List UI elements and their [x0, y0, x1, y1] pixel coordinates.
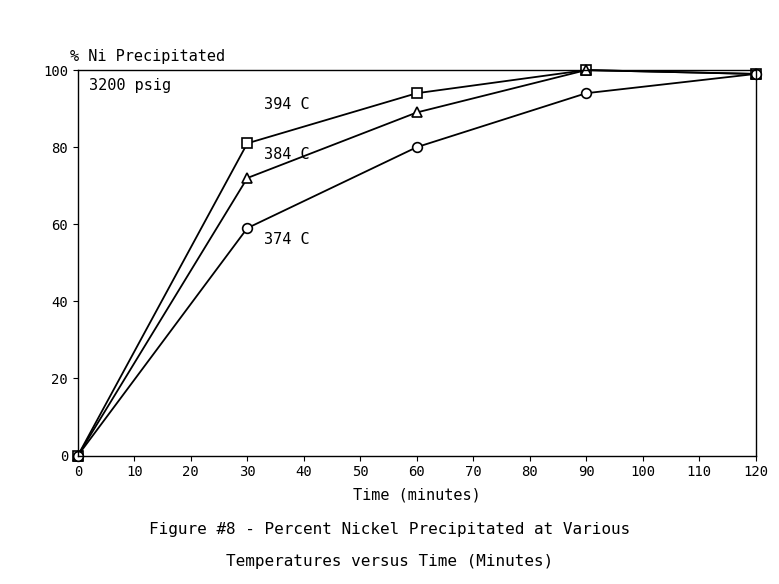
Text: 374 C: 374 C — [264, 232, 310, 247]
Text: 3200 psig: 3200 psig — [89, 78, 171, 93]
X-axis label: Time (minutes): Time (minutes) — [353, 488, 481, 503]
Text: 384 C: 384 C — [264, 147, 310, 162]
Text: 394 C: 394 C — [264, 98, 310, 112]
Text: Figure #8 - Percent Nickel Precipitated at Various: Figure #8 - Percent Nickel Precipitated … — [149, 522, 630, 537]
Text: % Ni Precipitated: % Ni Precipitated — [70, 49, 225, 64]
Text: Temperatures versus Time (Minutes): Temperatures versus Time (Minutes) — [226, 554, 553, 569]
